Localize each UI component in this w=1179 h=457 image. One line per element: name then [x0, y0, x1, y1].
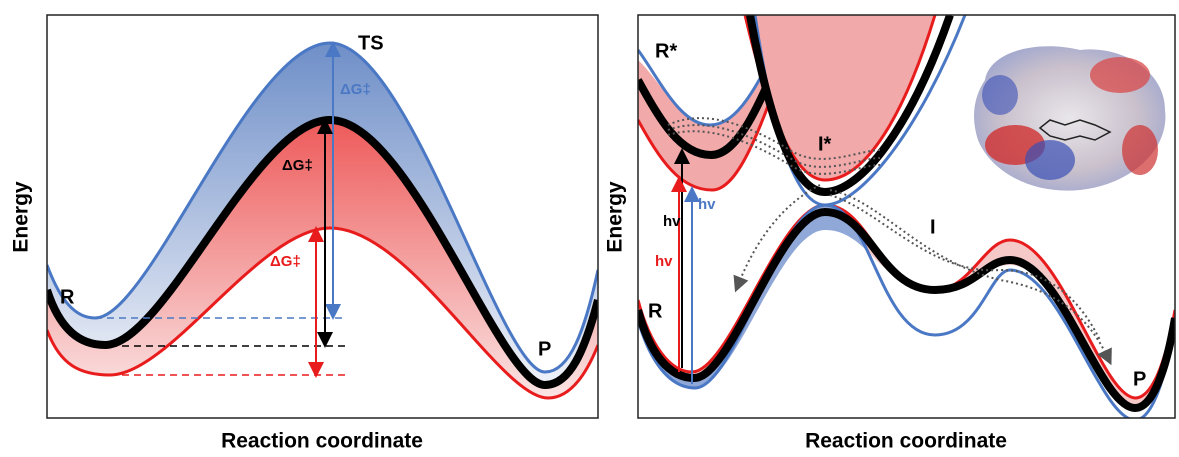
dg-black: ΔG‡ — [282, 157, 313, 174]
product-label: P — [538, 338, 551, 360]
reactant-label: R — [648, 300, 663, 322]
x-axis-label: Reaction coordinate — [805, 430, 1007, 453]
excited-intermediate-label: I* — [818, 133, 832, 155]
dg-red: ΔG‡ — [270, 253, 301, 270]
hv-black: hv — [663, 213, 681, 230]
reactant-label: R — [60, 286, 75, 308]
excited-reactant-label: R* — [655, 40, 677, 62]
ts-label: TS — [358, 32, 384, 54]
product-label: P — [1133, 368, 1146, 390]
left-curves — [47, 41, 598, 418]
x-axis-label: Reaction coordinate — [221, 430, 423, 453]
hv-red: hv — [655, 253, 673, 270]
right-curves — [638, 15, 1175, 418]
y-axis-label: Energy — [604, 181, 627, 253]
protein-surface — [974, 46, 1166, 191]
hv-blue: hv — [698, 196, 716, 213]
dg-blue: ΔG‡ — [340, 81, 371, 98]
right-frame — [637, 14, 1176, 419]
y-axis-label: Energy — [10, 181, 33, 253]
left-frame — [46, 14, 599, 419]
intermediate-label: I — [930, 216, 936, 238]
